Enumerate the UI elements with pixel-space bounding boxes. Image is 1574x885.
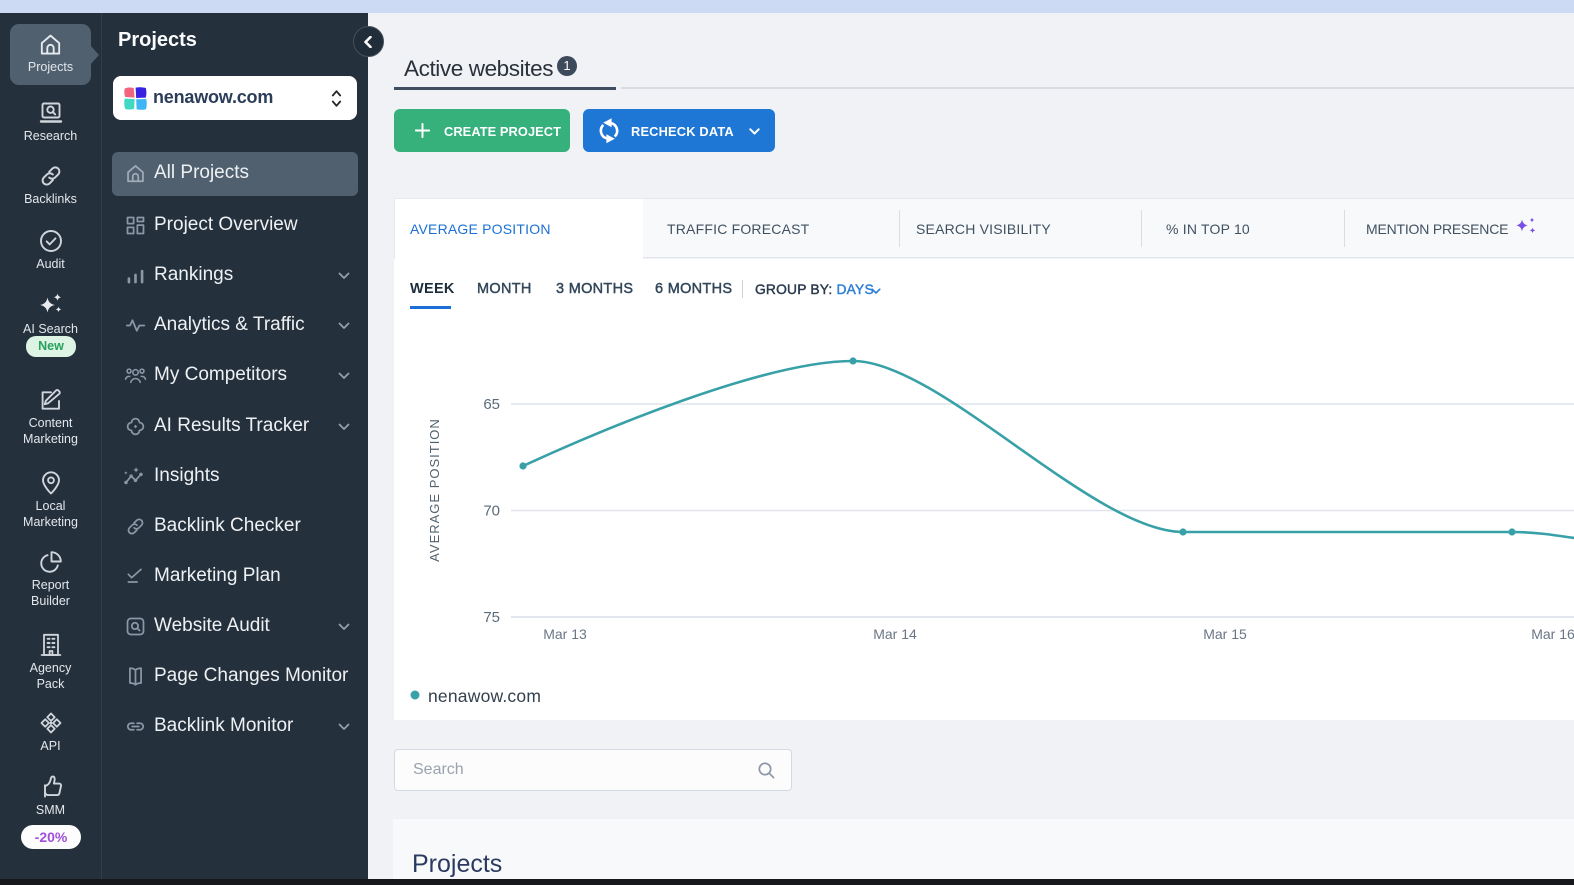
svg-text:Mar 14: Mar 14 <box>873 626 917 642</box>
svg-text:Mar 13: Mar 13 <box>543 626 587 642</box>
svg-text:AVERAGE POSITION: AVERAGE POSITION <box>427 418 442 562</box>
svg-text:70: 70 <box>483 503 500 520</box>
svg-text:nenawow.com: nenawow.com <box>428 686 541 706</box>
svg-text:Mar 15: Mar 15 <box>1203 626 1247 642</box>
svg-text:Mar 16: Mar 16 <box>1531 626 1574 642</box>
svg-text:65: 65 <box>483 396 500 413</box>
svg-text:75: 75 <box>483 609 500 626</box>
